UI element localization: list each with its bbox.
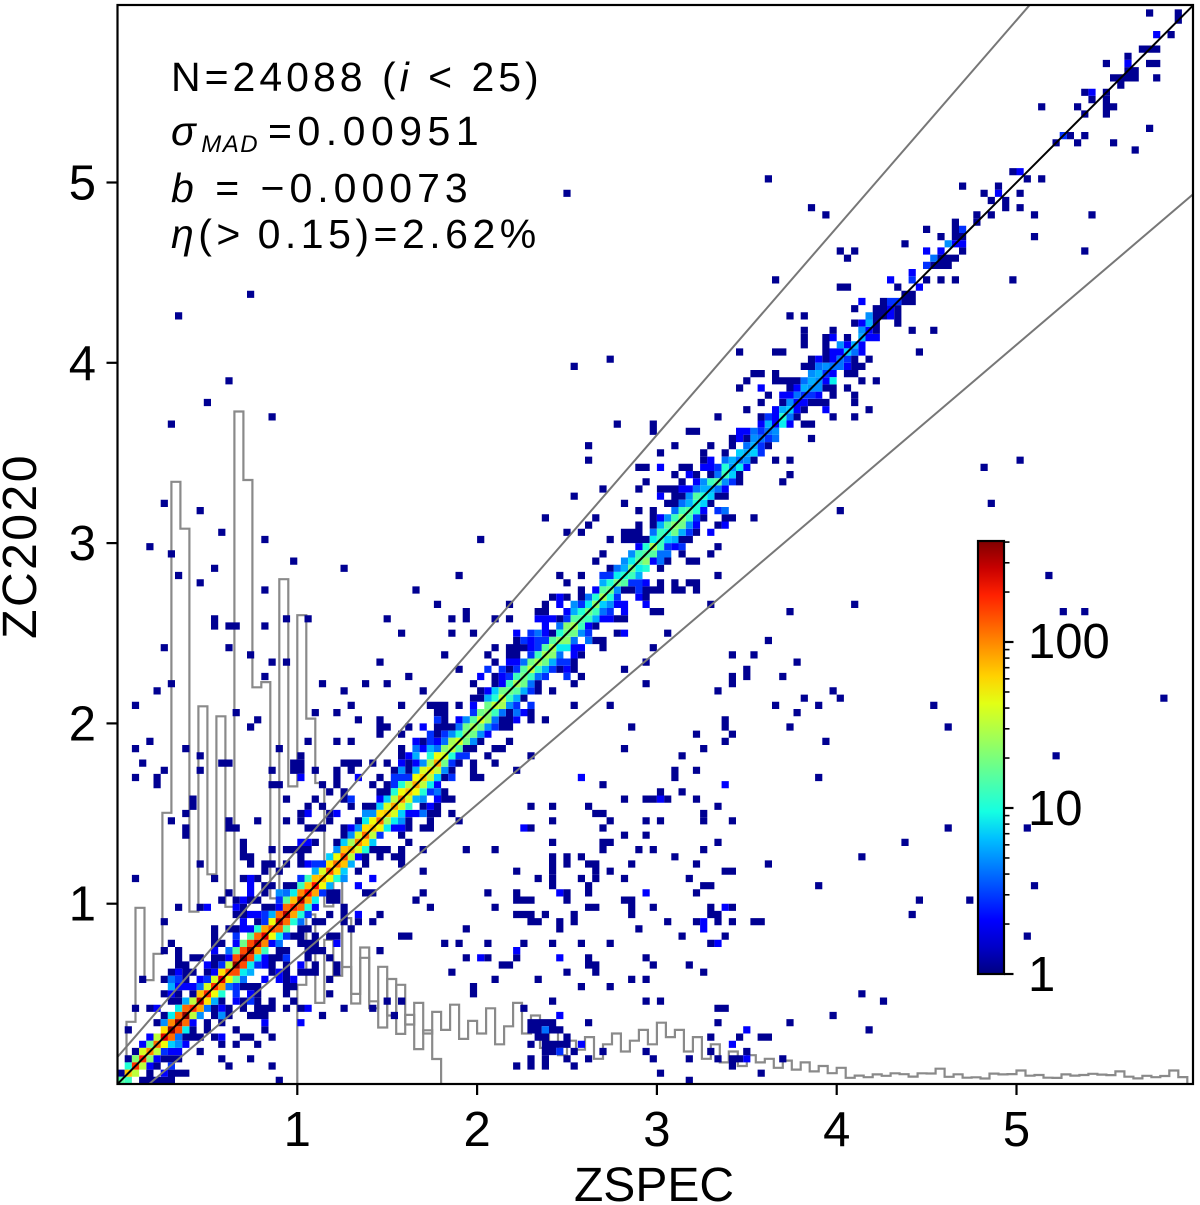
svg-text:4: 4 [69, 337, 96, 391]
svg-text:100: 100 [1028, 615, 1110, 669]
svg-text:3: 3 [643, 1103, 670, 1157]
svg-text:4: 4 [823, 1103, 850, 1157]
svg-text:10: 10 [1028, 782, 1083, 836]
svg-text:σMAD =0.00951: σMAD =0.00951 [171, 108, 484, 158]
svg-text:ZSPEC: ZSPEC [574, 1159, 734, 1205]
svg-text:N=24088 (i < 25): N=24088 (i < 25) [171, 54, 543, 100]
svg-text:1: 1 [284, 1103, 311, 1157]
svg-text:b = −0.00073: b = −0.00073 [171, 165, 473, 211]
svg-text:2: 2 [463, 1103, 490, 1157]
svg-text:1: 1 [69, 878, 96, 932]
svg-text:1: 1 [1028, 948, 1055, 1002]
svg-text:2: 2 [69, 697, 96, 751]
svg-text:5: 5 [1003, 1103, 1030, 1157]
svg-text:5: 5 [69, 157, 96, 211]
svg-text:η(> 0.15)=2.62%: η(> 0.15)=2.62% [171, 211, 541, 257]
svg-text:ZC2020: ZC2020 [0, 453, 47, 639]
svg-text:3: 3 [69, 517, 96, 571]
